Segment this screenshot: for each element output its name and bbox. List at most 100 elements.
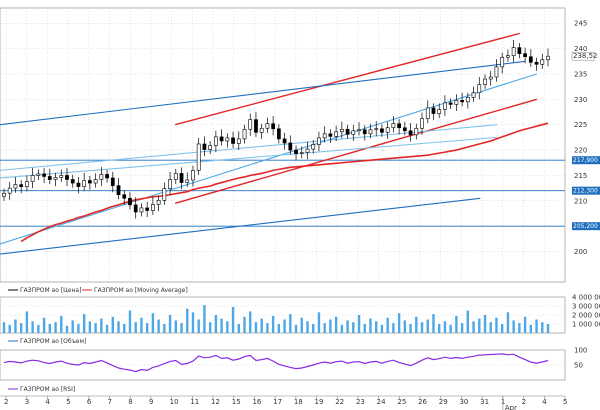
volume-bar (145, 323, 149, 333)
candle-body (523, 53, 527, 58)
volume-bar (460, 323, 464, 333)
volume-bar (357, 315, 361, 333)
date-tick-label: 7 (108, 398, 112, 406)
volume-bar (277, 324, 281, 333)
volume-bar (134, 322, 137, 333)
volume-bar (329, 319, 332, 333)
candle-body (128, 197, 132, 206)
volume-bar (14, 319, 17, 333)
candle-body (145, 207, 150, 211)
candle-body (374, 128, 379, 131)
date-tick-label: 22 (335, 398, 344, 406)
volume-bar (249, 311, 252, 333)
volume-bar (449, 324, 452, 333)
candle-body (414, 127, 419, 136)
candle-body (265, 123, 270, 129)
volume-bar (541, 322, 544, 333)
candle-body (311, 144, 316, 150)
rsi-line (3, 353, 549, 373)
volume-bar (500, 324, 504, 333)
price-tick-label: 225 (574, 121, 587, 129)
candle-body (288, 142, 293, 151)
volume-bar (363, 324, 366, 333)
volume-bar (334, 316, 338, 333)
candle-body (465, 97, 470, 103)
candle-body (105, 174, 109, 179)
date-tick-label: 30 (459, 398, 468, 406)
candle-body (236, 138, 241, 144)
legend-price: ГАЗПРОМ ао [Цена] (20, 287, 81, 294)
date-tick-label: 25 (397, 398, 406, 406)
date-axis: 2 3 4 5 6 7 8 9 10 11 12 15 16 17 18 19 22 23 24 25 26 29 30 31… (0, 395, 567, 410)
volume-bar (352, 322, 355, 333)
candle-body (88, 180, 92, 184)
volume-bar (117, 321, 120, 333)
price-tick-label: 235 (574, 70, 587, 78)
volume-bar (111, 316, 114, 333)
volume-bar (443, 321, 447, 333)
volume-bar (25, 311, 29, 333)
volume-bar (518, 323, 521, 333)
candle-body (2, 192, 6, 197)
candle-body (219, 136, 224, 142)
date-tick-label: 12 (211, 398, 220, 406)
price-tag-label: 212,300 (573, 188, 598, 195)
candle-body (122, 194, 127, 199)
date-tick-label: 15 (232, 398, 241, 406)
volume-bar (438, 324, 441, 333)
volume-bar (478, 318, 481, 333)
volume-bar (19, 323, 23, 333)
date-tick-label: 10 (170, 398, 179, 406)
volume-bar (65, 325, 69, 333)
price-tag-label: 217,900 (573, 157, 598, 164)
volume-bar (208, 322, 212, 333)
candle-body (517, 47, 522, 54)
candle-body (420, 118, 424, 129)
legend-volume: ГАЗПРОМ ао [Объем] (20, 338, 86, 345)
candle-body (7, 187, 12, 194)
candle-body (357, 129, 361, 132)
date-tick-label: 5 (66, 398, 70, 406)
date-tick-label: 23 (356, 398, 365, 406)
candle-body (511, 47, 516, 56)
volume-bar (197, 319, 200, 333)
candle-body (460, 100, 464, 103)
volume-bar (529, 324, 533, 333)
volume-bar (283, 319, 286, 333)
candle-body (196, 143, 201, 171)
date-tick-label: 29 (439, 398, 448, 406)
candle-body (116, 185, 121, 196)
volume-bar (397, 313, 401, 333)
date-tick-label: 9 (149, 398, 153, 406)
candle-body (19, 184, 24, 187)
candle-body (47, 176, 52, 180)
candle-body (339, 128, 344, 133)
candle-body (133, 204, 138, 213)
volume-bar (220, 318, 223, 333)
volume-tick-label: 1 000 000 (572, 321, 600, 329)
volume-bar (386, 317, 389, 333)
volume-bar (31, 321, 34, 333)
candle-body (305, 148, 310, 153)
volume-bar (191, 312, 195, 333)
candle-body (397, 123, 401, 129)
candle-body (317, 137, 321, 145)
candle-body (151, 204, 155, 211)
candle-body (271, 123, 276, 130)
candle-body (139, 207, 144, 213)
price-tick-label: 240 (574, 45, 587, 53)
candle-body (65, 175, 69, 180)
volume-bar (105, 324, 109, 333)
date-tick-label: 8 (128, 398, 132, 406)
date-tick-label: 11 (190, 398, 199, 406)
volume-bar (271, 315, 275, 333)
candle-body (185, 179, 190, 183)
volume-bar (174, 320, 177, 333)
date-tick-label: 3 (25, 398, 29, 406)
candle-body (76, 182, 81, 187)
candle-body (294, 149, 298, 154)
volume-bar (289, 314, 292, 333)
volume-bar (340, 324, 344, 333)
volume-tick-label: 4 000 000 (572, 294, 600, 302)
